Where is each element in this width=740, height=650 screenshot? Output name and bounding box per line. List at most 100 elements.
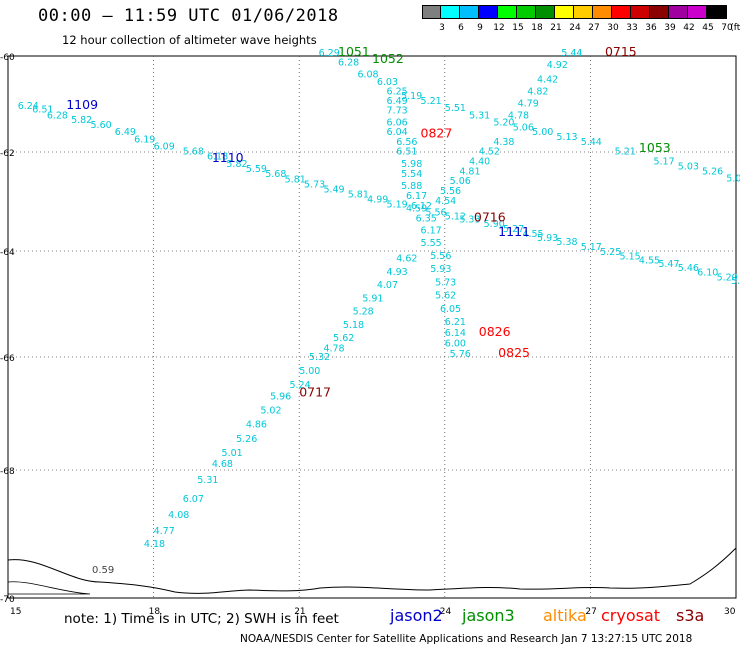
legend-label: 12 [493,23,505,33]
swh-value-label: 5.68 [265,169,286,180]
swh-value-label: 5.13 [556,132,577,143]
swh-value-label: 5.56 [440,186,461,197]
legend-swatch [498,5,517,19]
legend-label: 15 [512,23,524,33]
legend-label: 45 [702,23,714,33]
swh-value-label: 6.04 [387,127,408,138]
swh-value-label: 6.03 [377,77,398,88]
swh-value-label: 6.18 [207,151,228,162]
legend-label: 18 [531,23,543,33]
swh-value-label: 6.35 [416,213,437,224]
legend-label: 33 [626,23,638,33]
swh-value-label: 5.54 [401,169,422,180]
pass-time-label: 0827 [421,126,453,141]
swh-value-label: 4.07 [377,280,398,291]
swh-value-label: 4.81 [459,166,480,177]
swh-value-label: 5.68 [183,146,204,157]
swh-value-label: 5.06 [513,122,534,133]
legend-label: 3 [439,23,445,33]
swh-value-label: 5.31 [469,110,490,121]
swh-value-label: 5.31 [197,475,218,486]
swh-value-label: 6.56 [396,137,417,148]
swh-value-label: 6.08 [357,70,378,81]
swh-value-label: 4.42 [537,74,558,85]
legend-label: 70 [721,23,733,33]
legend-label: 9 [477,23,483,33]
swh-value-label: 5.44 [581,137,602,148]
legend-swatch [555,5,574,19]
pass-time-label: 0716 [474,209,506,224]
swh-value-label: 6.19 [134,134,155,145]
legend-unit: (ft) [730,23,740,33]
swh-value-label: 5.25 [600,247,621,258]
swh-value-label: 4.99 [367,194,388,205]
swh-value-label: 4.78 [323,344,344,355]
swh-value-label: 4.38 [493,137,514,148]
swh-value-label: 5.55 [421,238,442,249]
swh-value-label: 6.51 [32,105,53,116]
swh-value-label: 4.77 [154,526,175,537]
swh-value-label: 6.17 [406,191,427,202]
swh-value-label: 5.59 [246,164,267,175]
swh-value-label: 5.62 [333,333,354,344]
lat-tick-label: -68 [0,467,15,477]
swh-value-label: 5.01 [222,448,243,459]
swh-value-label: 5.12 [445,211,466,222]
swh-value-label: 4.52 [479,146,500,157]
pass-time-label: 0825 [498,345,530,360]
pass-time-label: 1051 [338,44,370,59]
legend-label: 42 [683,23,695,33]
lon-tick-label: 18 [149,607,161,617]
swh-value-label: 4.86 [246,420,267,431]
pass-time-label: 1052 [372,51,404,66]
swh-value-label: 4.78 [508,110,529,121]
lat-tick-label: -64 [0,248,15,258]
swh-value-label: 4.62 [396,254,417,265]
swh-value-label: 4.55 [522,229,543,240]
swh-value-label: 6.07 [183,494,204,505]
swh-value-label: 5.20 [717,273,738,284]
legend-swatch [688,5,707,19]
swh-value-label: 5.18 [343,320,364,331]
lon-tick-label: 30 [724,607,736,617]
legend-swatch [441,5,460,19]
swh-value-label: 4.08 [168,510,189,521]
swh-value-label: 4.82 [527,86,548,97]
swh-value-label: 5.93 [430,264,451,275]
swh-value-label: 5.21 [615,146,636,157]
figure-title: 00:00 — 11:59 UTC 01/06/2018 [38,6,339,26]
swh-value-label: 6.49 [115,127,136,138]
pass-time-label: 0826 [479,324,511,339]
swh-value-label: 5.51 [445,103,466,114]
swh-value-label: 5.91 [362,293,383,304]
swh-value-label: 6.21 [445,317,466,328]
swh-value-label: 5.19 [401,91,422,102]
swh-value-label: 5.62 [435,291,456,302]
swh-value-label: 6.00 [445,338,466,349]
swh-value-label: 5.88 [401,181,422,192]
swh-value-label: 5.32 [309,352,330,363]
lat-tick-label: -70 [0,595,15,605]
coastline-inner [7,581,91,595]
swh-value-label: 5.02 [726,174,740,185]
pass-time-label: 1053 [639,140,671,155]
lat-tick-label: -62 [0,149,15,159]
swh-value-label: 4.54 [435,196,456,207]
swh-value-label: 6.14 [445,328,466,339]
swh-value-label: 5.82 [71,115,92,126]
swh-value-label: 6.49 [387,96,408,107]
legend-label: 6 [458,23,464,33]
lon-tick-label: 21 [294,607,305,617]
swh-value-label: 5.30 [731,276,740,287]
mission-label-jason2: jason2 [390,606,443,625]
swh-value-label: 5.26 [236,434,257,445]
legend-swatch [631,5,650,19]
legend-swatch [422,5,441,19]
swh-value-label: 6.06 [387,118,408,129]
pass-time-label: 0715 [605,44,637,59]
pass-time-label: 1110 [212,150,244,165]
swh-value-label: 5.15 [620,251,641,262]
legend-label: 36 [645,23,657,33]
swh-value-label: 5.24 [289,380,310,391]
